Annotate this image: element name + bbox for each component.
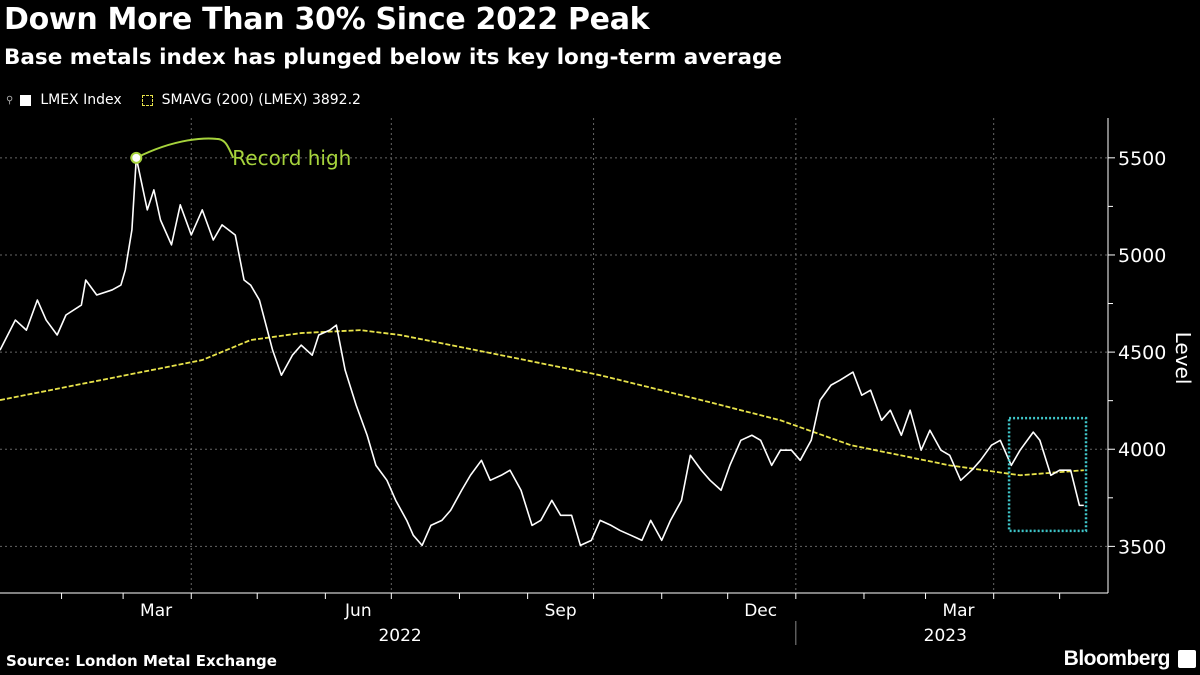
y-tick-label: 5000 [1118, 245, 1166, 267]
pin-icon: ⚲ [6, 94, 14, 106]
bloomberg-logo: Bloomberg [1063, 647, 1171, 670]
legend-swatch-lmex [20, 94, 32, 106]
x-tick-label: Dec [744, 601, 777, 621]
x-tick-label: Mar [140, 601, 172, 621]
lmex-series-line [0, 157, 1084, 547]
legend-label-sma: SMAVG (200) (LMEX) 3892.2 [161, 92, 361, 108]
y-tick-label: 5500 [1118, 148, 1166, 170]
sma-series-line [0, 329, 1084, 477]
source-note: Source: London Metal Exchange [6, 652, 277, 670]
legend-label-lmex: LMEX Index [40, 92, 122, 108]
record-high-marker [130, 151, 143, 164]
bloomberg-chart-icon [1178, 650, 1196, 668]
x-tick-label: Jun [344, 601, 372, 621]
legend-swatch-sma [141, 94, 153, 106]
x-tick-label: Sep [545, 601, 577, 621]
x-tick-label: Mar [942, 601, 974, 621]
highlight-box [1007, 416, 1088, 533]
y-axis-title: Level [1171, 332, 1195, 385]
legend: ⚲ LMEX Index SMAVG (200) (LMEX) 3892.2 [6, 92, 361, 108]
y-tick-label: 4500 [1118, 342, 1166, 364]
annotation-connector [135, 137, 235, 159]
y-tick-label: 3500 [1118, 536, 1166, 558]
chart-subtitle: Base metals index has plunged below its … [4, 45, 782, 70]
year-label: 2023 [924, 626, 967, 646]
record-high-label: Record high [232, 146, 351, 170]
year-label: 2022 [378, 626, 421, 646]
chart-title: Down More Than 30% Since 2022 Peak [4, 2, 650, 37]
y-tick-label: 4000 [1118, 439, 1166, 461]
